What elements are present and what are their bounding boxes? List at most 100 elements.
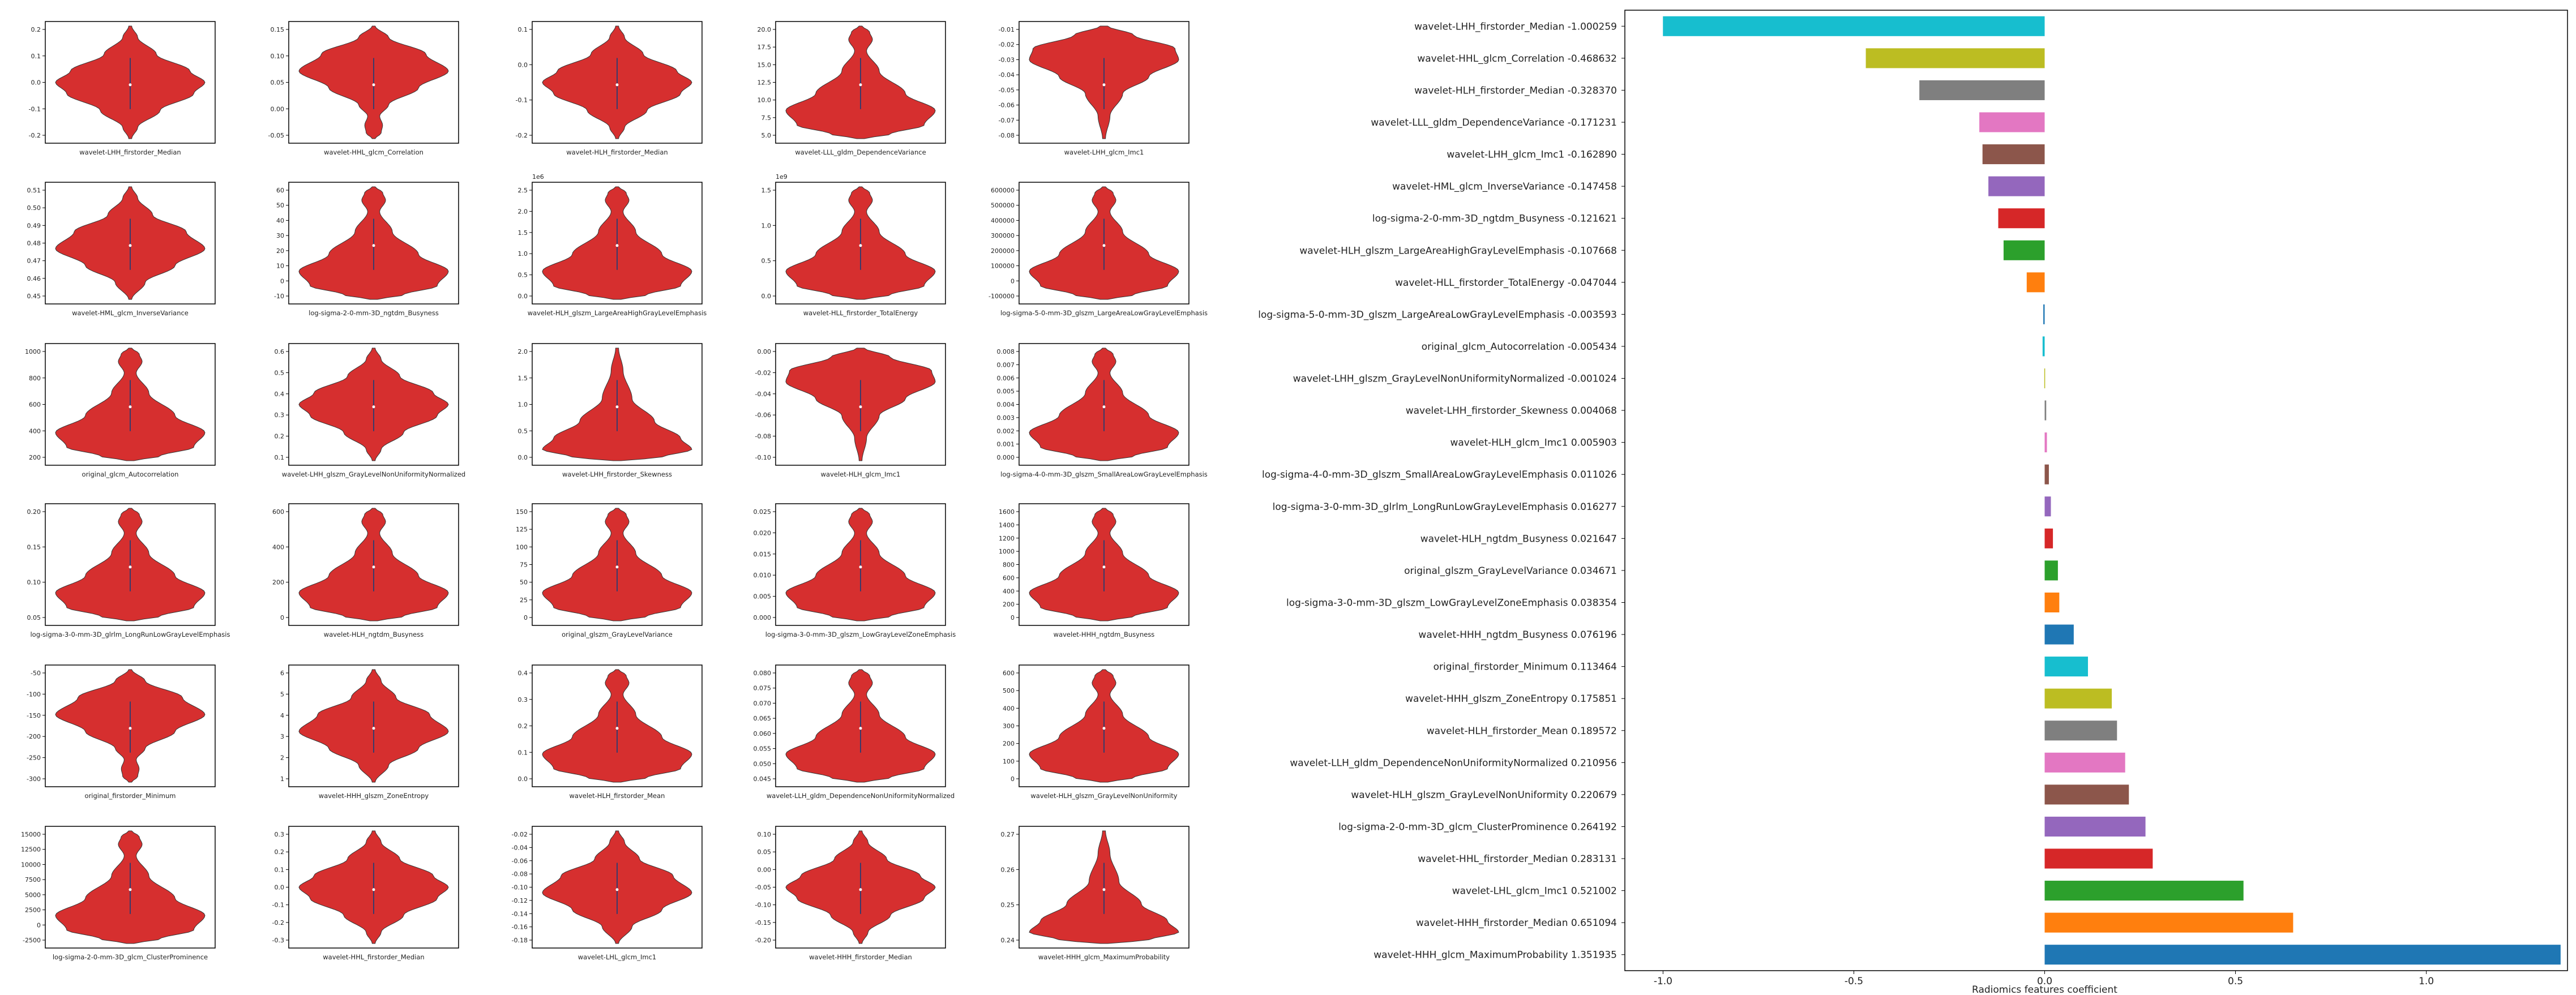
coefficient-bar <box>2044 657 2088 677</box>
violin-median-dot <box>372 565 375 569</box>
violin-ytick-label: 0.1 <box>275 454 285 461</box>
violin-median-dot <box>1102 565 1106 569</box>
violin-ytick-label: 40 <box>276 217 284 224</box>
bar-category-label: original_firstorder_Minimum 0.113464 <box>1434 662 1617 673</box>
bar-xtick-label: -1.0 <box>1654 976 1672 987</box>
bar-axes-frame <box>1624 10 2568 971</box>
violin-median-dot <box>615 727 619 730</box>
violin-ytick-label: 1.0 <box>518 250 528 258</box>
violin-ytick-label: 0.5 <box>518 427 528 435</box>
violin-ytick-label: 1000 <box>999 548 1015 555</box>
violin-ytick-label: 300 <box>1003 723 1015 730</box>
violin-ytick-label: 0.004 <box>997 401 1015 409</box>
violin-ytick-label: 400000 <box>991 217 1015 224</box>
violin-ytick-label: -0.03 <box>999 56 1015 63</box>
violin-ytick-label: 200000 <box>991 247 1015 255</box>
violin-ytick-label: 0.2 <box>275 433 285 440</box>
violin-ytick-label: -0.07 <box>999 117 1015 124</box>
bar-category-label: wavelet-LHL_glcm_Imc1 0.521002 <box>1452 886 1617 897</box>
violin-ytick-label: 1400 <box>999 521 1015 529</box>
violin-ytick-label: 800 <box>1003 561 1015 569</box>
violin-ytick-label: 2.5 <box>518 187 528 194</box>
violin-median-dot <box>615 888 619 891</box>
violin-ytick-label: 1.0 <box>761 222 772 229</box>
violin-feature-label: wavelet-HHH_firstorder_Median <box>809 953 912 961</box>
coefficient-bar <box>2044 881 2244 901</box>
coefficient-bar <box>2044 752 2125 773</box>
violin-ytick-label: 0.4 <box>275 391 285 398</box>
violin-ytick-label: 0.050 <box>754 760 772 767</box>
violin-feature-label: wavelet-LHH_glcm_Imc1 <box>1064 148 1144 156</box>
violin-ytick-label: -300 <box>27 775 41 783</box>
violin-ytick-label: 7.5 <box>761 114 772 122</box>
violin-ytick-label: -0.04 <box>755 391 771 398</box>
violin-feature-label: log-sigma-3-0-mm-3D_glrlm_LongRunLowGray… <box>30 631 230 638</box>
bar-category-label: log-sigma-2-0-mm-3D_glcm_ClusterProminen… <box>1338 821 1617 833</box>
bar-category-label: wavelet-HHH_ngtdm_Busyness 0.076196 <box>1418 629 1617 641</box>
violin-panel: 20.0 17.5 15.0 12.5 10.0 7.5 5.0 wavelet-LLL_gl… <box>758 21 946 156</box>
violin-median-dot <box>1102 244 1106 247</box>
bar-category-label: wavelet-HHH_firstorder_Median 0.651094 <box>1416 917 1617 929</box>
violin-ytick-label: 10.0 <box>758 97 772 104</box>
coefficient-bar <box>2044 816 2146 837</box>
violin-panel: 1000 800 600 400 200 original_glcm_Autocorrel… <box>25 343 216 478</box>
violin-ytick-label: -100 <box>27 691 41 698</box>
violin-feature-label: wavelet-HLH_ngtdm_Busyness <box>324 631 423 638</box>
violin-ytick-label: 0.45 <box>27 293 41 300</box>
coefficient-bar <box>2044 624 2074 645</box>
violin-ytick-label: 0.1 <box>275 866 285 873</box>
violin-ytick-label: 0.49 <box>27 222 41 229</box>
violin-feature-label: wavelet-HLH_glcm_Imc1 <box>821 470 901 478</box>
violin-panel: 600 400 200 0 wavelet-HLH_ngtdm_Busyness <box>272 503 459 638</box>
violin-median-dot <box>859 727 862 730</box>
violin-panel: -0.02 -0.04 -0.06 -0.08 -0.10 -0.12 -0.14 -0.16… <box>512 826 703 961</box>
violin-feature-label: log-sigma-3-0-mm-3D_glszm_LowGrayLevelZo… <box>765 631 956 638</box>
violin-panel: 0.1 0.0 -0.1 -0.2 wavelet-HLH_firstorder_Med… <box>516 21 703 156</box>
violin-median-dot <box>615 83 619 87</box>
coefficient-bar <box>2044 912 2293 933</box>
violin-ytick-label: 0.5 <box>518 272 528 279</box>
violin-ytick-label: -0.10 <box>755 902 771 909</box>
violin-panel: 0.15 0.10 0.05 0.00 -0.05 wavelet-HHL_glcm_Co… <box>268 21 459 156</box>
violin-ytick-label: 2.0 <box>518 208 528 215</box>
violin-ytick-label: -0.15 <box>755 919 771 927</box>
bar-category-label: wavelet-HLH_firstorder_Mean 0.189572 <box>1427 726 1617 737</box>
bar-category-label: wavelet-HLH_glcm_Imc1 0.005903 <box>1450 438 1617 449</box>
violin-panel: 1600 1400 1200 1000 800 600 400 200 0 wavelet-HHH… <box>999 503 1189 638</box>
violin-ytick-label: 0 <box>1011 277 1015 285</box>
violin-ytick-label: 12.5 <box>758 79 772 87</box>
violin-ytick-label: -0.1 <box>516 97 528 104</box>
violin-ytick-label: 0.51 <box>27 187 41 194</box>
violin-ytick-label: -0.2 <box>516 132 528 139</box>
violin-ytick-label: 15.0 <box>758 61 772 68</box>
violin-panel: 600000 500000 400000 300000 200000 100000 0 -10… <box>989 182 1208 317</box>
violin-ytick-label: 0.20 <box>27 508 41 516</box>
violin-ytick-label: 0.3 <box>275 411 285 419</box>
violin-feature-label: wavelet-HLH_glszm_GrayLevelNonUniformity <box>1030 792 1177 800</box>
violin-panel: 15000 12500 10000 7500 5000 2500 0 -2500 log-sig… <box>21 826 216 961</box>
coefficient-bar <box>2044 720 2117 741</box>
violin-feature-label: wavelet-HHH_glszm_ZoneEntropy <box>319 792 429 800</box>
violin-median-dot <box>372 83 375 87</box>
violin-ytick-label: 0.10 <box>271 53 285 60</box>
violin-feature-label: original_glcm_Autocorrelation <box>82 470 179 478</box>
violin-ytick-label: 20.0 <box>758 26 772 33</box>
violin-ytick-label: 800 <box>29 375 41 382</box>
violin-ytick-label: 75 <box>520 561 528 569</box>
violin-ytick-label: 0.6 <box>275 348 285 355</box>
violin-ytick-label: 6 <box>280 670 284 677</box>
violin-ytick-label: 2 <box>280 754 284 762</box>
bar-category-label: log-sigma-5-0-mm-3D_glszm_LargeAreaLowGr… <box>1258 309 1617 320</box>
violin-panel: 0.025 0.020 0.015 0.010 0.005 0.000 log-sigma-… <box>754 503 956 638</box>
violin-panel: 0.2 0.1 0.0 -0.1 -0.2 wavelet-LHH_firstorder_… <box>29 21 216 156</box>
violin-feature-label: wavelet-HLH_firstorder_Median <box>566 148 667 156</box>
violin-ytick-label: -100000 <box>989 293 1015 300</box>
violin-ytick-label: 0.075 <box>754 685 772 692</box>
violin-ytick-label: -0.12 <box>512 897 528 904</box>
violin-ytick-label: 0.25 <box>1001 902 1015 909</box>
coefficient-bar <box>2044 432 2047 453</box>
violin-ytick-label: 5000 <box>25 891 41 899</box>
violin-median-dot <box>1102 83 1106 87</box>
coefficient-bar <box>2026 272 2045 293</box>
violin-median-dot <box>859 405 862 409</box>
